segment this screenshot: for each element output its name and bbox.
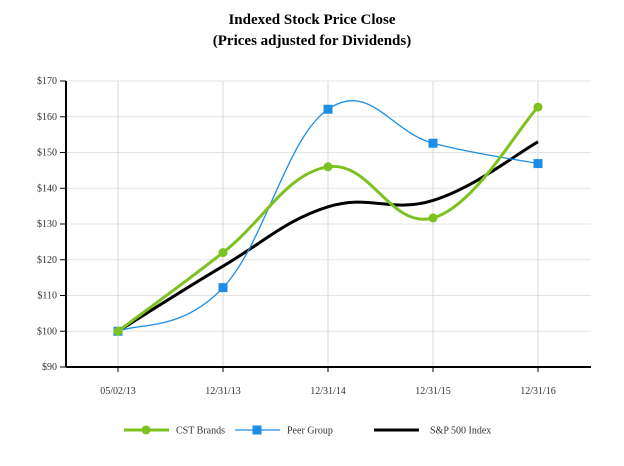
y-tick-label: $160 xyxy=(37,112,57,123)
y-tick-label: $90 xyxy=(42,362,57,373)
data-point-cst-brands xyxy=(323,162,333,172)
data-point-peer-group xyxy=(218,283,228,293)
chart-subtitle: (Prices adjusted for Dividends) xyxy=(212,33,412,49)
x-tick-label: 05/02/13 xyxy=(100,386,136,397)
x-tick-label: 12/31/13 xyxy=(205,386,241,397)
x-tick-label: 12/31/16 xyxy=(520,386,556,397)
legend-marker-peer-group xyxy=(252,425,262,435)
y-tick-label: $100 xyxy=(37,326,57,337)
chart-title: Indexed Stock Price Close xyxy=(228,12,396,28)
x-tick-label: 12/31/15 xyxy=(415,386,451,397)
legend-label-peer-group: Peer Group xyxy=(287,426,333,437)
legend-label-cst-brands: CST Brands xyxy=(176,426,225,437)
data-point-peer-group xyxy=(428,138,438,148)
y-tick-label: $110 xyxy=(37,291,57,302)
y-tick-label: $130 xyxy=(37,219,57,230)
x-tick-label: 12/31/14 xyxy=(310,386,346,397)
data-point-peer-group xyxy=(323,104,333,114)
y-tick-label: $170 xyxy=(37,76,57,87)
data-point-peer-group xyxy=(533,159,543,169)
legend-marker-cst-brands xyxy=(141,425,151,435)
y-tick-label: $140 xyxy=(37,183,57,194)
data-point-cst-brands xyxy=(533,102,543,112)
data-point-cst-brands xyxy=(428,213,438,223)
legend-label-s-p-500-index: S&P 500 Index xyxy=(430,426,491,437)
data-point-cst-brands xyxy=(218,248,228,258)
data-point-cst-brands xyxy=(113,326,123,336)
y-tick-label: $120 xyxy=(37,255,57,266)
y-tick-label: $150 xyxy=(37,148,57,159)
series-line-s-p-500-index xyxy=(117,140,539,333)
